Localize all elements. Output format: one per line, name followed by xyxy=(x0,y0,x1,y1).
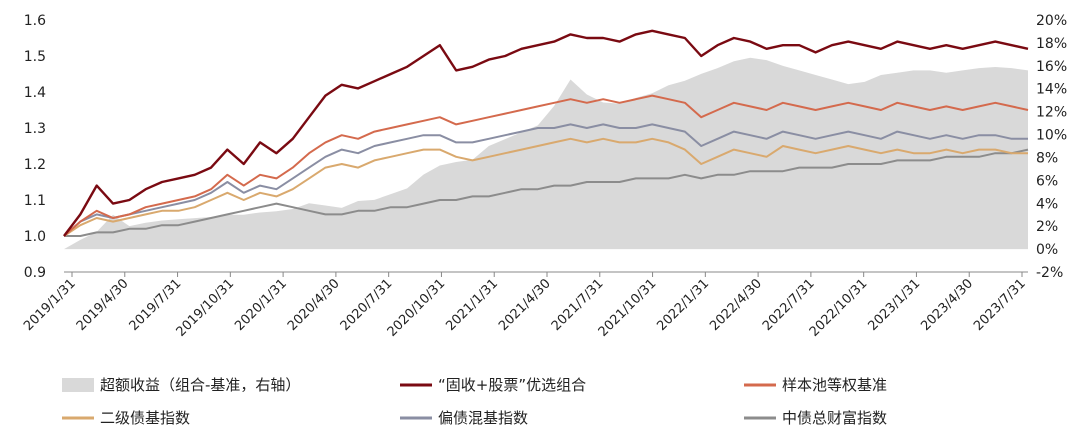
legend-item: 偏债混基指数 xyxy=(400,409,528,427)
x-tick-label: 2019/4/30 xyxy=(74,276,132,334)
series-lines-layer xyxy=(63,29,1029,237)
x-tick-label: 2022/1/31 xyxy=(654,276,712,334)
y-left-tick-label: 1.3 xyxy=(24,121,46,137)
y-left-tick-label: 1.0 xyxy=(24,229,46,245)
legend-item: 超额收益（组合-基准，右轴） xyxy=(62,376,300,394)
y-right-tick-label: 4% xyxy=(1036,196,1058,212)
x-tick-label: 2022/7/31 xyxy=(760,276,818,334)
excess-return-area-layer xyxy=(64,57,1028,250)
y-left-tick-label: 1.2 xyxy=(24,157,46,173)
legend-label: 二级债基指数 xyxy=(100,409,190,427)
legend-label: 样本池等权基准 xyxy=(782,376,887,394)
y-left-tick-label: 1.5 xyxy=(24,49,46,65)
legend-item: 样本池等权基准 xyxy=(744,376,887,394)
y-left-tick-label: 1.4 xyxy=(24,85,46,101)
x-tick-label: 2021/1/31 xyxy=(443,276,501,334)
series-line-4 xyxy=(64,148,1029,237)
y-right-tick-label: 16% xyxy=(1036,59,1067,75)
x-tick-label: 2021/7/31 xyxy=(549,276,607,334)
x-tick-label: 2023/4/30 xyxy=(918,276,976,334)
y-right-tick-label: 18% xyxy=(1036,36,1067,52)
excess-return-area xyxy=(64,57,1028,250)
y-left-tick-label: 1.1 xyxy=(24,193,46,209)
series-line-3 xyxy=(63,123,1028,237)
y-right-tick-label: 6% xyxy=(1036,173,1058,189)
y-right-tick-label: 14% xyxy=(1036,82,1067,98)
x-tick-label: 2020/4/30 xyxy=(285,276,343,334)
series-line-1 xyxy=(63,94,1029,237)
y-right-tick-label: 0% xyxy=(1036,242,1058,258)
y-left-tick-label: 0.9 xyxy=(24,265,46,281)
x-tick-label: 2019/1/31 xyxy=(21,276,79,334)
x-tick-label: 2019/7/31 xyxy=(127,276,185,334)
legend-label: 偏债混基指数 xyxy=(438,409,528,427)
x-tick-label: 2021/4/30 xyxy=(496,276,554,334)
y-right-tick-label: 20% xyxy=(1036,13,1067,29)
y-right-tick-label: -2% xyxy=(1036,265,1063,281)
x-tick-label: 2022/4/30 xyxy=(707,276,765,334)
series-line-0 xyxy=(63,29,1029,237)
x-tick-label: 2023/1/31 xyxy=(866,276,924,334)
series-line-2 xyxy=(63,137,1028,237)
x-tick-label: 2020/1/31 xyxy=(232,276,290,334)
legend-item: “固收+股票”优选组合 xyxy=(400,376,586,394)
y-right-tick-label: 2% xyxy=(1036,219,1058,235)
legend-item: 二级债基指数 xyxy=(62,409,190,427)
x-tick-label: 2023/7/31 xyxy=(971,276,1029,334)
y-left-tick-label: 1.6 xyxy=(24,13,46,29)
y-right-tick-label: 10% xyxy=(1036,128,1067,144)
legend-swatch xyxy=(62,378,94,392)
y-right-tick-label: 8% xyxy=(1036,150,1058,166)
legend-label: 超额收益（组合-基准，右轴） xyxy=(100,376,300,394)
y-right-tick-label: 12% xyxy=(1036,105,1067,121)
legend-item: 中债总财富指数 xyxy=(744,409,887,427)
legend-label: 中债总财富指数 xyxy=(782,409,887,427)
x-tick-label: 2020/7/31 xyxy=(338,276,396,334)
legend-label: “固收+股票”优选组合 xyxy=(438,376,586,394)
